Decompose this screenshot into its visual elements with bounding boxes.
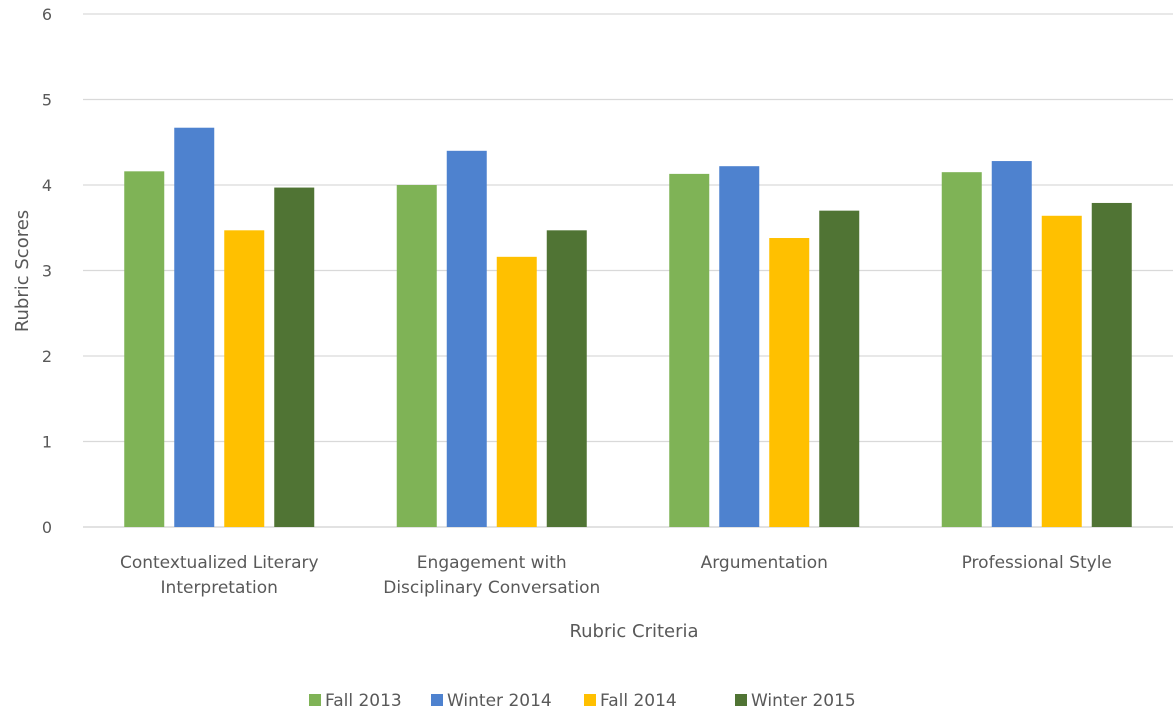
- y-tick-label: 5: [42, 91, 52, 110]
- y-tick-label: 1: [42, 433, 52, 452]
- y-axis-title: Rubric Scores: [12, 210, 33, 332]
- bar: [224, 230, 265, 527]
- y-axis-ticks: 0 1 2 3 4 5 6: [42, 5, 52, 537]
- y-tick-label: 6: [42, 5, 52, 24]
- y-tick-label: 3: [42, 262, 52, 281]
- bar: [274, 187, 315, 527]
- legend-label: Fall 2013: [325, 691, 402, 711]
- bar: [546, 230, 587, 527]
- y-tick-label: 0: [42, 518, 52, 537]
- legend-label: Winter 2015: [751, 691, 856, 711]
- legend-label: Winter 2014: [447, 691, 552, 711]
- x-category-label: Interpretation: [161, 578, 278, 598]
- legend: Fall 2013 Winter 2014 Fall 2014 Winter 2015: [309, 691, 856, 711]
- bar: [496, 256, 537, 527]
- y-tick-label: 4: [42, 176, 52, 195]
- bar: [174, 127, 215, 527]
- bar: [769, 238, 810, 527]
- bar: [1091, 202, 1132, 527]
- bars: [124, 127, 1132, 528]
- legend-swatch: [431, 694, 443, 706]
- x-axis-title: Rubric Criteria: [569, 621, 698, 642]
- legend-label: Fall 2014: [600, 691, 677, 711]
- gridlines: [83, 13, 1173, 528]
- bar: [669, 173, 710, 527]
- bar: [124, 171, 165, 527]
- x-category-label: Engagement with: [417, 553, 567, 573]
- bar: [819, 210, 860, 527]
- x-category-label: Disciplinary Conversation: [383, 578, 600, 598]
- x-category-label: Argumentation: [701, 553, 828, 573]
- bar: [941, 172, 982, 528]
- legend-swatch: [584, 694, 596, 706]
- y-tick-label: 2: [42, 347, 52, 366]
- x-axis-categories: Contextualized Literary Interpretation Eng…: [120, 553, 1112, 598]
- x-category-label: Professional Style: [962, 553, 1112, 573]
- bar: [1041, 215, 1082, 527]
- legend-swatch: [735, 694, 747, 706]
- bar: [991, 161, 1032, 527]
- x-category-label: Contextualized Literary: [120, 553, 319, 573]
- bar: [446, 150, 487, 528]
- bar: [396, 185, 437, 527]
- legend-swatch: [309, 694, 321, 706]
- bar: [719, 166, 760, 527]
